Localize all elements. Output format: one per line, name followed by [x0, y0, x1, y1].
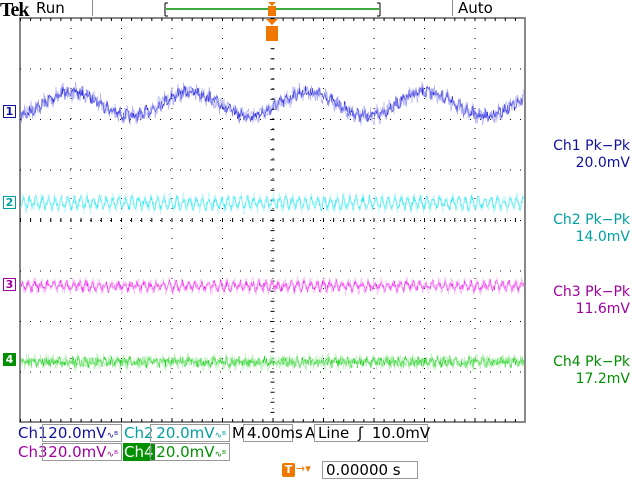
- trigger-position-icon: T: [282, 463, 295, 477]
- ch3-measurement: Ch3 Pk−Pk 11.6mV: [538, 284, 630, 318]
- trigger-mode: Auto: [458, 0, 493, 17]
- ch4-scale-value: 20.0mV: [156, 443, 215, 461]
- timebase-label: M: [232, 424, 245, 442]
- waveform-record-bracket: [164, 2, 381, 17]
- ch1-meas-label: Ch1 Pk−Pk: [553, 138, 630, 154]
- timebase-value[interactable]: 4.00ms: [243, 424, 303, 442]
- ch1-scale-value: 20.0mV: [48, 424, 107, 442]
- trigger-position-marker-top: [268, 2, 276, 16]
- ch2-scale[interactable]: 20.0mV∿ᴮ: [150, 424, 230, 442]
- trigger-position-marker: [266, 19, 278, 41]
- trigger-position-value[interactable]: 0.00000 s: [322, 461, 418, 479]
- ch2-waveform: [20, 191, 524, 215]
- ch4-meas-value: 17.2mV: [575, 371, 630, 387]
- bandwidth-limit-icon: ∿ᴮ: [214, 450, 226, 460]
- ch1-label[interactable]: Ch1: [18, 424, 48, 442]
- ch3-ground-marker[interactable]: 3: [3, 278, 16, 291]
- ch2-scale-value: 20.0mV: [156, 424, 215, 442]
- bandwidth-limit-icon: ∿ᴮ: [106, 450, 118, 460]
- arrow-right-down-icon: →▾: [296, 462, 311, 475]
- graticule-grid: [20, 18, 521, 422]
- ch3-label[interactable]: Ch3: [18, 443, 48, 461]
- ch3-waveform: [20, 275, 524, 296]
- trigger-settings[interactable]: Line ʃ 10.0mV: [314, 424, 431, 442]
- ch4-meas-label: Ch4 Pk−Pk: [553, 354, 630, 370]
- ch4-measurement: Ch4 Pk−Pk 17.2mV: [538, 354, 630, 388]
- trigger-level: 10.0mV: [371, 424, 431, 442]
- ch4-scale[interactable]: 20.0mV∿ᴮ: [150, 443, 230, 461]
- ch1-meas-value: 20.0mV: [575, 155, 630, 171]
- acquisition-status: Run: [36, 0, 65, 17]
- trigger-source-label: A: [305, 424, 316, 442]
- bandwidth-limit-icon: ∿ᴮ: [106, 431, 118, 441]
- ch4-label[interactable]: Ch4: [123, 443, 155, 461]
- ch2-measurement: Ch2 Pk−Pk 14.0mV: [538, 212, 630, 246]
- ch3-scale[interactable]: 20.0mV∿ᴮ: [42, 443, 122, 461]
- ch3-meas-value: 11.6mV: [575, 301, 630, 317]
- ch2-ground-marker[interactable]: 2: [3, 196, 16, 209]
- ch1-measurement: Ch1 Pk−Pk 20.0mV: [538, 138, 630, 172]
- bandwidth-limit-icon: ∿ᴮ: [214, 431, 226, 441]
- tek-logo: Tek: [0, 0, 29, 21]
- ch3-scale-value: 20.0mV: [48, 443, 107, 461]
- ch2-label[interactable]: Ch2: [124, 424, 154, 442]
- ch1-waveform: [20, 81, 524, 126]
- trigger-source: Line: [318, 424, 350, 442]
- rising-edge-icon: ʃ: [358, 424, 364, 442]
- ch4-ground-marker[interactable]: 4: [3, 353, 16, 366]
- ch2-meas-value: 14.0mV: [575, 229, 630, 245]
- ch2-meas-label: Ch2 Pk−Pk: [553, 212, 630, 228]
- ch1-ground-marker[interactable]: 1: [3, 105, 16, 118]
- ch4-waveform: [20, 352, 524, 372]
- ch1-scale[interactable]: 20.0mV∿ᴮ: [42, 424, 122, 442]
- ch3-meas-label: Ch3 Pk−Pk: [553, 284, 630, 300]
